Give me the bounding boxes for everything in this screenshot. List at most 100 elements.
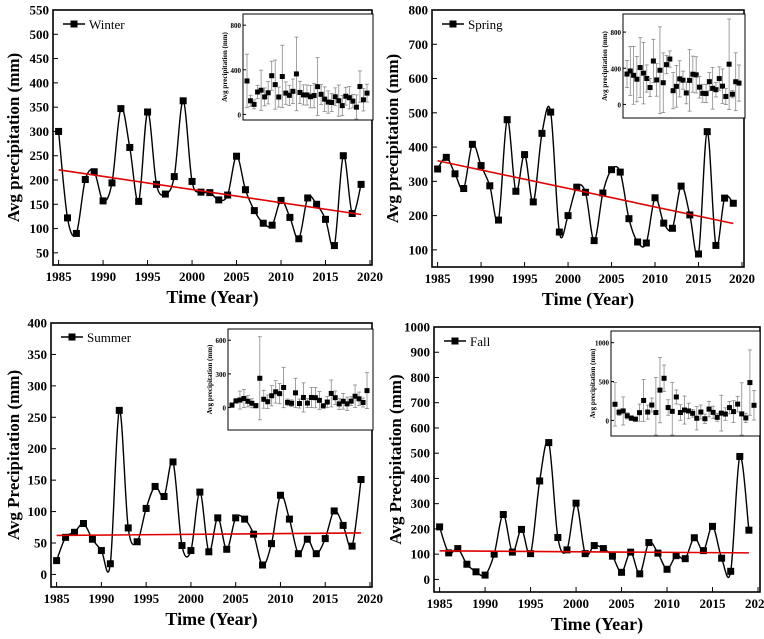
- inset-data-point: [735, 401, 741, 407]
- data-point: [357, 180, 365, 188]
- data-point: [672, 552, 680, 560]
- data-point: [142, 504, 150, 512]
- inset-data-point: [713, 87, 719, 93]
- legend-marker: [449, 20, 457, 28]
- data-point: [135, 197, 143, 205]
- inset-data-point: [364, 90, 370, 96]
- inset-data-point: [680, 77, 686, 83]
- x-tick-label: 1995: [135, 269, 162, 284]
- data-point: [126, 143, 134, 151]
- data-point: [645, 539, 653, 547]
- inset-y-tick-label: 0: [606, 417, 610, 425]
- y-tick-label: 0: [41, 567, 48, 582]
- inset-data-point: [698, 409, 704, 415]
- inset-data-point: [339, 103, 345, 109]
- inset-y-axis-label: Avg precipitation (mm): [221, 31, 229, 101]
- data-point: [517, 525, 525, 533]
- inset-data-point: [722, 411, 728, 417]
- x-tick-label: 2000: [178, 591, 204, 606]
- data-point: [79, 520, 87, 528]
- inset-data-point: [248, 98, 254, 104]
- x-tick-label: 2000: [563, 596, 589, 611]
- inset-data-point: [693, 72, 699, 78]
- data-point: [304, 194, 312, 202]
- data-point: [521, 151, 529, 159]
- y-tick-label: 700: [409, 37, 429, 52]
- inset-data-point: [640, 70, 646, 76]
- data-point: [187, 547, 195, 555]
- y-tick-label: 250: [30, 148, 50, 163]
- panel-fall: 1985 1990 1995 2000 2005 2010 2015 2020 0 100 200 3…: [386, 320, 764, 636]
- data-point: [536, 477, 544, 485]
- inset-data-point: [726, 405, 732, 411]
- data-point: [451, 170, 459, 178]
- data-point: [115, 406, 123, 414]
- y-tick-label: 400: [411, 471, 431, 486]
- inset-data-point: [627, 68, 633, 74]
- data-point: [481, 571, 489, 579]
- data-point: [545, 439, 553, 447]
- series-line: [438, 440, 750, 579]
- data-point: [144, 108, 152, 116]
- y-tick-label: 300: [28, 378, 48, 393]
- legend-marker: [70, 20, 78, 28]
- inset-y-tick-label: 0: [618, 101, 622, 109]
- trend-line: [56, 532, 362, 537]
- x-tick-label: 2015: [313, 269, 340, 284]
- data-point: [616, 168, 624, 176]
- inset-data-point: [328, 390, 334, 396]
- inset-data-point: [682, 407, 687, 413]
- inset-data-point: [632, 416, 638, 422]
- y-tick-label: 500: [30, 27, 50, 42]
- inset-data-point: [718, 410, 724, 416]
- trend-line: [58, 169, 362, 216]
- inset-data-point: [360, 97, 366, 103]
- data-point: [259, 219, 267, 227]
- data-point: [494, 216, 502, 224]
- data-point: [71, 528, 79, 536]
- x-tick-label: 2005: [609, 596, 636, 611]
- y-tick-label: 350: [30, 100, 50, 115]
- inset-data-point: [352, 393, 358, 399]
- data-point: [721, 194, 729, 202]
- y-tick-label: 900: [411, 345, 431, 360]
- inset-data-point: [340, 398, 346, 404]
- data-point: [463, 560, 471, 568]
- inset-data-point: [283, 90, 289, 96]
- data-point: [339, 521, 347, 529]
- data-point: [321, 535, 329, 543]
- inset-data-point: [281, 384, 287, 390]
- inset-data-point: [320, 403, 326, 409]
- inset-y-tick-label: 300: [216, 371, 227, 379]
- data-point: [699, 547, 707, 555]
- x-tick-label: 1985: [425, 271, 452, 286]
- y-tick-label: 100: [28, 504, 48, 519]
- inset-data-point: [714, 414, 720, 420]
- inset-data-point: [261, 396, 267, 402]
- data-point: [330, 242, 338, 250]
- data-point: [690, 534, 698, 542]
- y-tick-label: 200: [28, 441, 48, 456]
- inset-data-point: [736, 80, 742, 86]
- data-point: [106, 560, 114, 568]
- data-point: [55, 127, 63, 135]
- data-point: [232, 514, 240, 522]
- inset-data-point: [649, 402, 655, 408]
- data-point: [718, 554, 726, 562]
- data-point: [436, 523, 444, 531]
- inset-y-tick-label: 400: [611, 65, 622, 73]
- inset-frame: [227, 328, 374, 431]
- inset-data-point: [673, 394, 679, 400]
- data-point: [663, 565, 671, 573]
- data-point: [90, 168, 98, 176]
- x-tick-label: 2020: [729, 271, 755, 286]
- data-point: [268, 221, 276, 229]
- data-point: [277, 196, 285, 204]
- inset-y-tick-label: 0: [238, 111, 242, 119]
- inset-data-point: [332, 395, 338, 401]
- data-point: [97, 547, 105, 555]
- data-point: [161, 190, 169, 198]
